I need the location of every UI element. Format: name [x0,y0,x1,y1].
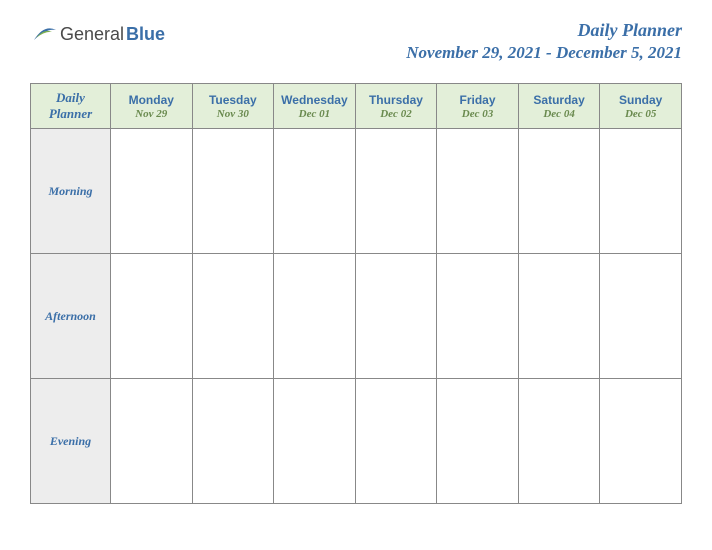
planner-table: Daily Planner Monday Nov 29 Tuesday Nov … [30,83,682,504]
period-label-evening: Evening [31,379,111,504]
day-date: Nov 29 [113,108,190,120]
header-row: Daily Planner Monday Nov 29 Tuesday Nov … [31,84,682,129]
day-name: Wednesday [276,93,353,107]
cell [111,254,193,379]
day-head-sat: Saturday Dec 04 [518,84,600,129]
header: General Blue Daily Planner November 29, … [30,20,682,63]
cell [192,379,274,504]
day-date: Dec 03 [439,108,516,120]
logo: General Blue [30,20,165,48]
day-date: Dec 05 [602,108,679,120]
cell [600,129,682,254]
cell [111,129,193,254]
page-title: Daily Planner [406,20,682,41]
day-date: Dec 04 [521,108,598,120]
day-head-mon: Monday Nov 29 [111,84,193,129]
day-date: Dec 02 [358,108,435,120]
day-name: Sunday [602,93,679,107]
day-head-fri: Friday Dec 03 [437,84,519,129]
cell [518,379,600,504]
cell [355,379,437,504]
day-name: Friday [439,93,516,107]
cell [437,129,519,254]
cell [600,379,682,504]
row-evening: Evening [31,379,682,504]
day-name: Thursday [358,93,435,107]
day-name: Monday [113,93,190,107]
row-afternoon: Afternoon [31,254,682,379]
cell [274,379,356,504]
title-block: Daily Planner November 29, 2021 - Decemb… [406,20,682,63]
logo-text-blue: Blue [126,24,165,45]
cell [437,254,519,379]
day-head-sun: Sunday Dec 05 [600,84,682,129]
cell [518,254,600,379]
cell [192,129,274,254]
cell [600,254,682,379]
logo-text-general: General [60,24,124,45]
cell [355,254,437,379]
day-head-wed: Wednesday Dec 01 [274,84,356,129]
day-head-tue: Tuesday Nov 30 [192,84,274,129]
cell [274,254,356,379]
day-name: Saturday [521,93,598,107]
day-name: Tuesday [195,93,272,107]
day-date: Nov 30 [195,108,272,120]
period-label-morning: Morning [31,129,111,254]
cell [437,379,519,504]
corner-cell: Daily Planner [31,84,111,129]
day-date: Dec 01 [276,108,353,120]
row-morning: Morning [31,129,682,254]
logo-swoosh-icon [30,20,58,48]
cell [355,129,437,254]
cell [111,379,193,504]
cell [518,129,600,254]
period-label-afternoon: Afternoon [31,254,111,379]
day-head-thu: Thursday Dec 02 [355,84,437,129]
cell [274,129,356,254]
cell [192,254,274,379]
date-range: November 29, 2021 - December 5, 2021 [406,43,682,63]
